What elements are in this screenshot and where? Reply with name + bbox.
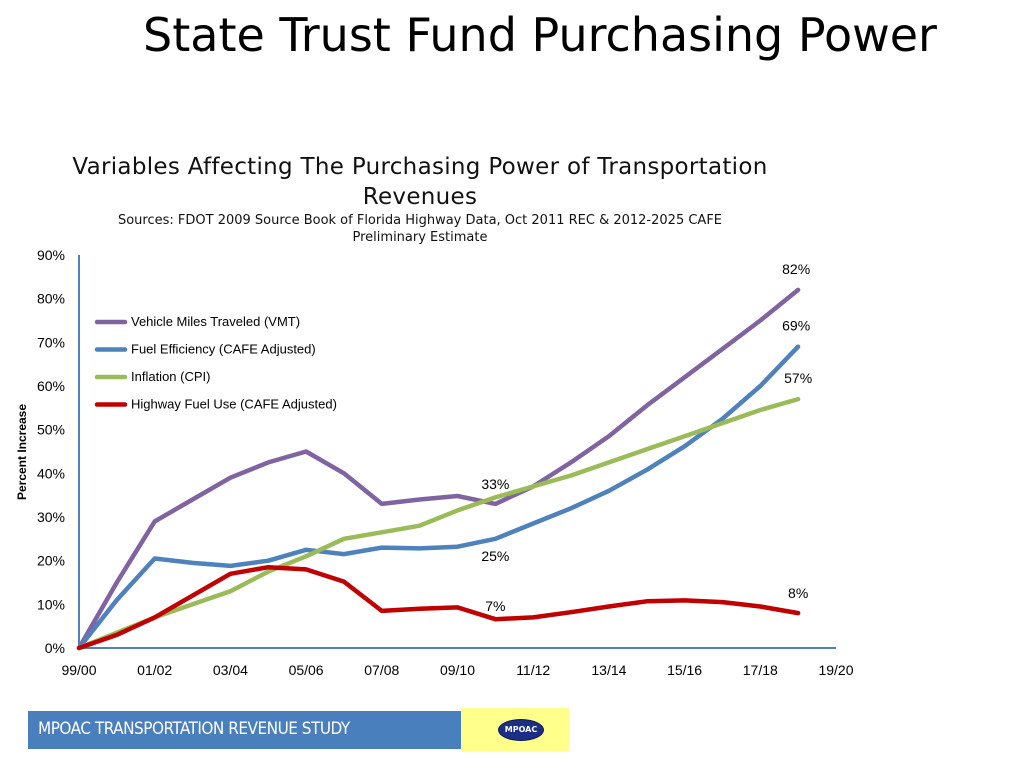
chart-axes: 0% 10% 20% 30% 40% 50% 60% 70% 80% 90% 99/00 01/02 0… <box>15 247 854 678</box>
legend-label-0: Vehicle Miles Traveled (VMT) <box>131 314 300 329</box>
legend-label-3: Highway Fuel Use (CAFE Adjusted) <box>131 397 337 412</box>
y-tick-label: 0% <box>45 640 65 656</box>
y-tick-label: 90% <box>37 247 65 263</box>
y-tick-label: 30% <box>37 509 65 525</box>
data-label: 7% <box>485 598 505 614</box>
chart-data-labels: 82% 69% 57% 8% 33% 25% 7% <box>481 261 812 614</box>
x-tick-label: 03/04 <box>213 662 248 678</box>
x-tick-label: 07/08 <box>364 662 399 678</box>
data-label: 82% <box>782 261 810 277</box>
data-label: 69% <box>782 318 810 334</box>
y-tick-label: 80% <box>37 291 65 307</box>
y-tick-label: 70% <box>37 334 65 350</box>
footer-text: MPOAC TRANSPORTATION REVENUE STUDY <box>38 719 350 739</box>
x-tick-label: 99/00 <box>61 662 96 678</box>
x-tick-label: 13/14 <box>591 662 626 678</box>
data-label: 57% <box>784 370 812 386</box>
x-tick-label: 05/06 <box>289 662 324 678</box>
line-chart: 0% 10% 20% 30% 40% 50% 60% 70% 80% 90% 99/00 01/02 0… <box>15 247 854 678</box>
series-line-0 <box>76 287 801 651</box>
mpoac-logo: MPOAC <box>498 719 544 741</box>
y-tick-label: 60% <box>37 378 65 394</box>
series-line-1 <box>76 344 801 651</box>
logo-panel: MPOAC <box>461 708 569 751</box>
y-tick-label: 10% <box>37 596 65 612</box>
data-label: 8% <box>788 585 808 601</box>
series-line-2 <box>76 396 801 651</box>
chart-legend: Vehicle Miles Traveled (VMT) Fuel Efficie… <box>94 314 337 412</box>
data-label: 25% <box>481 548 509 564</box>
x-tick-label: 11/12 <box>516 662 550 678</box>
legend-label-1: Fuel Efficiency (CAFE Adjusted) <box>131 342 316 357</box>
chart-title: Variables Affecting The Purchasing Power… <box>72 154 768 210</box>
legend-label-2: Inflation (CPI) <box>131 369 210 384</box>
data-label: 33% <box>481 476 509 492</box>
x-tick-label: 09/10 <box>440 662 475 678</box>
chart-series <box>76 287 801 651</box>
y-tick-label: 50% <box>37 422 65 438</box>
x-tick-label: 15/16 <box>667 662 702 678</box>
y-tick-label: 20% <box>37 553 65 569</box>
chart-subtitle: Sources: FDOT 2009 Source Book of Florid… <box>117 213 723 245</box>
footer-banner: MPOAC TRANSPORTATION REVENUE STUDY <box>28 711 461 749</box>
y-axis-title: Percent Increase <box>15 404 29 500</box>
x-tick-label: 17/18 <box>743 662 778 678</box>
x-tick-label: 19/20 <box>818 662 853 678</box>
series-line-3 <box>76 564 801 651</box>
slide-title: State Trust Fund Purchasing Power <box>143 8 937 62</box>
y-tick-label: 40% <box>37 465 65 481</box>
x-tick-label: 01/02 <box>137 662 172 678</box>
